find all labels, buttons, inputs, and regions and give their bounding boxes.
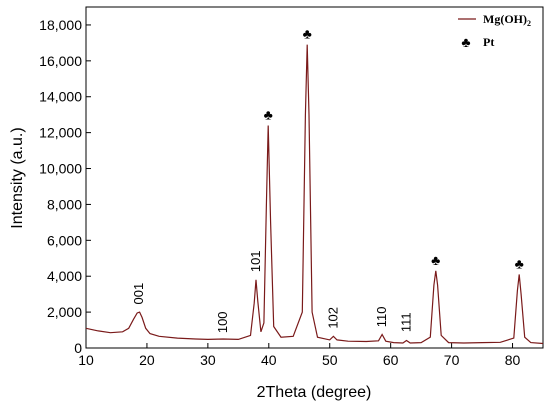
- x-axis-ticks: 10 20 30 40 50 60 70 80: [78, 343, 521, 368]
- annotation-100: 100: [215, 311, 230, 333]
- x-tick-label: 40: [261, 352, 277, 368]
- pt-club-marker: ♣: [431, 252, 440, 268]
- annotation-102: 102: [325, 307, 340, 329]
- plot-frame: [85, 6, 544, 349]
- y-tick-label: 0: [74, 340, 82, 356]
- legend-marker-label: Pt: [483, 35, 494, 49]
- y-tick-label: 6,000: [47, 232, 82, 248]
- x-tick-label: 20: [139, 352, 155, 368]
- x-axis-label: 2Theta (degree): [257, 384, 372, 401]
- series-line-mg-oh-2: [85, 44, 544, 345]
- y-tick-label: 2,000: [47, 304, 82, 320]
- pt-markers: ♣ ♣ ♣ ♣: [264, 26, 524, 272]
- pt-club-marker: ♣: [515, 255, 524, 271]
- x-tick-label: 60: [383, 352, 399, 368]
- legend-club-icon: ♣: [461, 34, 470, 50]
- y-tick-label: 18,000: [39, 17, 82, 33]
- annotation-101: 101: [248, 250, 263, 272]
- x-tick-label: 80: [505, 352, 521, 368]
- x-tick-label: 10: [78, 352, 94, 368]
- annotation-001: 001: [131, 283, 146, 305]
- y-tick-label: 12,000: [39, 125, 82, 141]
- y-tick-label: 14,000: [39, 89, 82, 105]
- y-axis-label: Intensity (a.u.): [9, 127, 26, 228]
- pt-club-marker: ♣: [264, 106, 273, 122]
- y-tick-label: 8,000: [47, 196, 82, 212]
- x-tick-label: 50: [322, 352, 338, 368]
- x-tick-label: 30: [200, 352, 216, 368]
- peak-annotations: 001 100 101 102 110 111: [131, 250, 414, 333]
- legend-line-label: Mg(OH)2: [483, 12, 531, 28]
- y-tick-label: 16,000: [39, 53, 82, 69]
- y-tick-label: 4,000: [47, 268, 82, 284]
- y-tick-label: 10,000: [39, 161, 82, 177]
- pt-club-marker: ♣: [303, 26, 312, 42]
- annotation-111: 111: [399, 312, 414, 332]
- annotation-110: 110: [374, 306, 389, 327]
- legend: Mg(OH)2 ♣ Pt: [458, 12, 531, 50]
- x-tick-label: 70: [444, 352, 460, 368]
- y-axis-ticks: 0 2,000 4,000 6,000 8,000 10,000 12,000 14,000 1…: [39, 17, 91, 356]
